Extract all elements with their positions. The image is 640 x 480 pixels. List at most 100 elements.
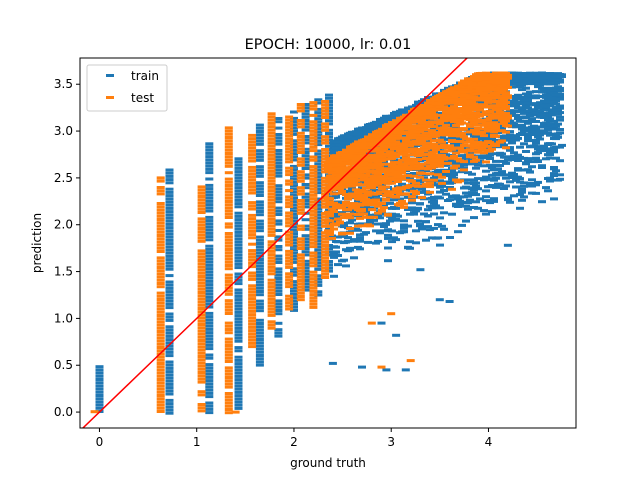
- point-test: [224, 353, 233, 357]
- point-test: [197, 361, 206, 365]
- point-test: [321, 125, 330, 129]
- point-train: [255, 171, 264, 175]
- point-test: [418, 121, 426, 125]
- point-test: [309, 235, 318, 239]
- point-test: [224, 235, 233, 239]
- point-train: [424, 214, 432, 218]
- point-train: [234, 202, 243, 206]
- point-train: [314, 187, 323, 191]
- point-train: [255, 360, 264, 364]
- point-train: [165, 200, 174, 204]
- point-train: [325, 119, 333, 123]
- point-test: [321, 266, 330, 270]
- point-test: [470, 146, 478, 150]
- point-test: [321, 234, 330, 238]
- point-train: [436, 171, 444, 175]
- point-test: [197, 249, 206, 253]
- point-train: [290, 116, 298, 120]
- point-train: [520, 81, 528, 85]
- point-train: [532, 141, 540, 145]
- point-test: [267, 182, 276, 186]
- point-test: [285, 211, 294, 215]
- point-train: [540, 108, 548, 112]
- point-test: [476, 114, 484, 118]
- point-test: [224, 225, 233, 229]
- point-train: [255, 344, 264, 348]
- point-train: [234, 307, 243, 311]
- point-train: [408, 201, 416, 205]
- point-train: [512, 95, 520, 99]
- point-test: [224, 404, 233, 408]
- point-test: [197, 345, 206, 349]
- point-test: [394, 180, 402, 183]
- point-test: [309, 219, 318, 223]
- point-train: [314, 175, 323, 179]
- point-train: [426, 204, 434, 208]
- point-test: [267, 118, 276, 122]
- point-test: [197, 230, 206, 234]
- point-test: [267, 166, 276, 170]
- point-train: [255, 274, 264, 277]
- point-train: [301, 253, 310, 257]
- point-test: [309, 107, 318, 111]
- point-test: [267, 169, 276, 173]
- point-train: [234, 314, 243, 318]
- point-train: [418, 187, 426, 190]
- point-test: [267, 291, 276, 295]
- point-train: [454, 197, 462, 201]
- point-test: [474, 150, 482, 154]
- point-train: [556, 159, 564, 163]
- point-train: [382, 222, 390, 226]
- point-train: [314, 111, 323, 115]
- point-train: [448, 136, 456, 140]
- point-train: [205, 257, 214, 261]
- point-train: [165, 331, 174, 335]
- point-test: [267, 259, 276, 263]
- point-test: [296, 141, 305, 145]
- point-train: [510, 151, 518, 155]
- point-test: [285, 249, 294, 253]
- point-train: [496, 173, 504, 177]
- point-train: [394, 112, 402, 116]
- point-train: [290, 187, 298, 191]
- point-train: [546, 179, 554, 183]
- point-train: [255, 264, 264, 268]
- point-train: [386, 219, 394, 223]
- point-test: [398, 199, 406, 203]
- point-test: [482, 160, 490, 164]
- point-train: [400, 230, 408, 234]
- point-test: [197, 233, 206, 237]
- point-train: [314, 216, 323, 220]
- point-train: [442, 172, 450, 176]
- point-train: [546, 108, 554, 112]
- point-train: [332, 140, 340, 144]
- point-train: [205, 292, 214, 296]
- point-test: [224, 299, 233, 303]
- point-test: [309, 238, 318, 242]
- point-train: [301, 151, 310, 154]
- point-test: [438, 181, 446, 185]
- point-train: [446, 174, 454, 178]
- point-test: [197, 358, 206, 362]
- point-train: [554, 85, 562, 89]
- point-test: [197, 326, 206, 330]
- point-train: [255, 194, 264, 197]
- point-train: [205, 324, 214, 328]
- point-test: [285, 224, 294, 228]
- point-train: [234, 336, 243, 340]
- point-test: [267, 144, 276, 148]
- point-test: [422, 128, 430, 132]
- point-test: [398, 170, 406, 174]
- point-train: [274, 261, 283, 264]
- point-train: [205, 295, 214, 299]
- point-train: [234, 298, 243, 302]
- point-train: [165, 190, 174, 194]
- point-train: [205, 327, 214, 331]
- point-test: [400, 132, 408, 136]
- point-train: [372, 222, 380, 226]
- point-train: [542, 93, 550, 97]
- point-train: [314, 277, 323, 281]
- point-train: [234, 250, 243, 254]
- point-test: [267, 265, 276, 269]
- point-test: [309, 216, 318, 220]
